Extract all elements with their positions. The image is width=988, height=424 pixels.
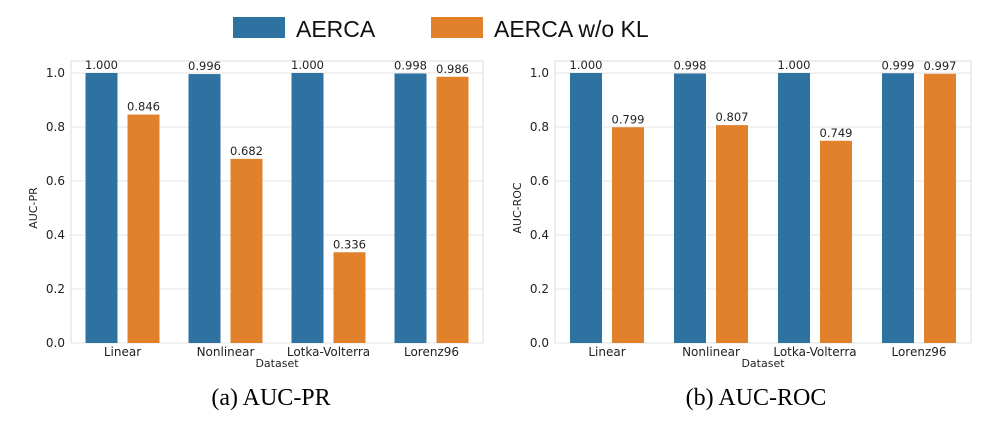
x-tick-label: Linear <box>104 345 141 359</box>
value-label: 0.682 <box>230 144 263 158</box>
value-label: 0.807 <box>716 110 749 124</box>
bar-aerca-linear <box>570 73 602 343</box>
chart-auc-pr: 0.0 0.2 0.4 0.6 0.8 1.0 1.000 0.846 Linear 0.996 0… <box>27 58 484 370</box>
y-tick-label: 0.4 <box>46 228 65 242</box>
y-tick-label: 0.8 <box>46 120 65 134</box>
value-label: 1.000 <box>778 58 811 72</box>
bar-aerca-lorenz96 <box>882 73 914 344</box>
legend-swatch-aerca-wo-kl <box>431 17 483 38</box>
bar-aerca-w-o-kl-lotka-volterra <box>820 140 852 343</box>
legend-label-aerca-wo-kl: AERCA w/o KL <box>494 16 649 42</box>
x-tick-label: Nonlinear <box>197 345 255 359</box>
bar-aerca-w-o-kl-linear <box>612 127 644 344</box>
y-tick-label: 0.2 <box>530 282 549 296</box>
bar-aerca-w-o-kl-nonlinear <box>716 125 748 343</box>
y-tick-label: 0.0 <box>46 336 65 350</box>
y-tick-label: 0.4 <box>530 228 549 242</box>
x-tick-label: Lorenz96 <box>891 345 946 359</box>
y-tick-label: 0.6 <box>46 174 65 188</box>
bar-aerca-linear <box>85 73 118 343</box>
legend-swatch-aerca <box>233 17 285 38</box>
y-tick-label: 0.2 <box>46 282 65 296</box>
bar-aerca-w-o-kl-linear <box>127 114 160 343</box>
x-axis-label: Dataset <box>255 357 299 370</box>
value-label: 0.998 <box>394 59 427 73</box>
y-tick-label: 1.0 <box>530 66 549 80</box>
x-tick-label: Nonlinear <box>682 345 740 359</box>
value-label: 0.999 <box>882 58 915 72</box>
chart-auc-roc: 0.0 0.2 0.4 0.6 0.8 1.0 1.000 0.799 Linear 0.998 0… <box>511 58 972 370</box>
bar-aerca-lotka-volterra <box>778 73 810 343</box>
legend: AERCA AERCA w/o KL <box>233 16 649 42</box>
value-label: 1.000 <box>570 58 603 72</box>
value-label: 0.997 <box>924 59 957 73</box>
x-axis-label: Dataset <box>741 357 785 370</box>
bar-aerca-w-o-kl-lorenz96 <box>436 76 469 343</box>
value-label: 1.000 <box>85 58 118 72</box>
bar-aerca-w-o-kl-lorenz96 <box>924 73 956 343</box>
value-label: 0.336 <box>333 237 366 251</box>
bar-aerca-lotka-volterra <box>291 73 324 343</box>
y-tick-label: 0.0 <box>530 336 549 350</box>
y-tick-label: 0.6 <box>530 174 549 188</box>
value-label: 0.749 <box>820 126 853 140</box>
value-label: 0.986 <box>436 62 469 76</box>
x-tick-label: Lotka-Volterra <box>773 345 856 359</box>
value-label: 0.998 <box>674 59 707 73</box>
value-label: 1.000 <box>291 58 324 72</box>
x-tick-label: Lorenz96 <box>404 345 459 359</box>
bar-aerca-w-o-kl-lotka-volterra <box>333 252 366 343</box>
value-label: 0.996 <box>188 59 221 73</box>
caption-auc-pr: (a) AUC-PR <box>211 385 330 411</box>
y-tick-label: 0.8 <box>530 120 549 134</box>
bar-aerca-nonlinear <box>674 73 706 343</box>
y-tick-label: 1.0 <box>46 66 65 80</box>
caption-auc-roc: (b) AUC-ROC <box>686 385 827 411</box>
legend-label-aerca: AERCA <box>296 16 376 42</box>
y-axis-label: AUC-ROC <box>511 182 524 234</box>
x-tick-label: Linear <box>588 345 625 359</box>
bar-aerca-lorenz96 <box>394 73 427 343</box>
bar-aerca-w-o-kl-nonlinear <box>230 158 263 343</box>
value-label: 0.799 <box>612 112 645 126</box>
bar-aerca-nonlinear <box>188 74 221 343</box>
x-tick-label: Lotka-Volterra <box>287 345 370 359</box>
value-label: 0.846 <box>127 100 160 114</box>
y-axis-label: AUC-PR <box>27 187 40 229</box>
